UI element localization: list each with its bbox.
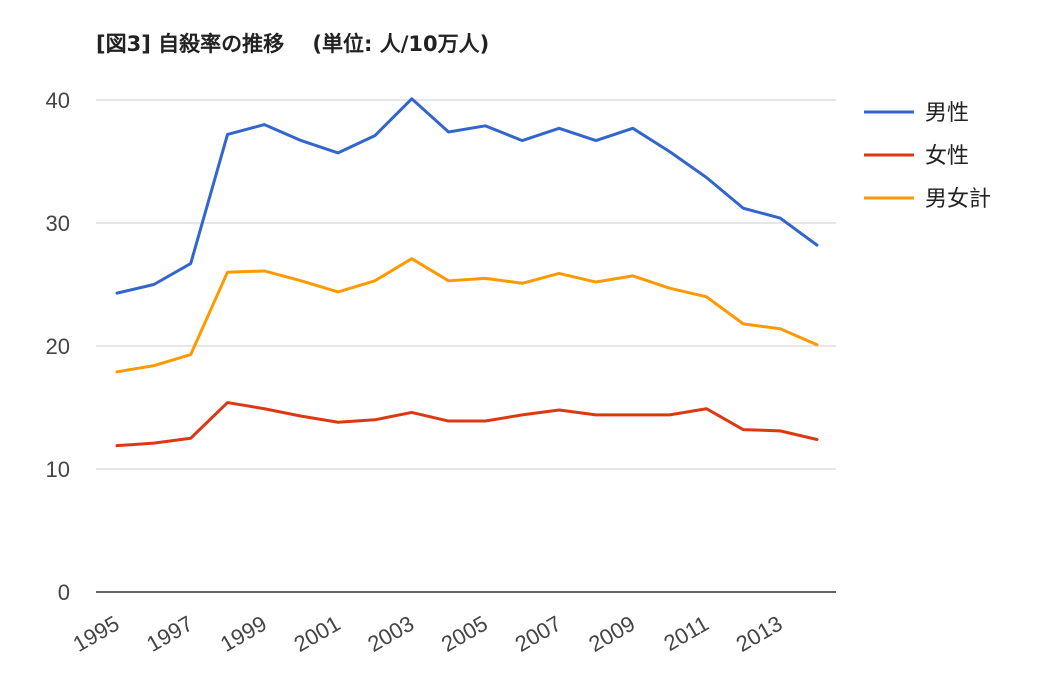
x-tick-label: 2003	[363, 611, 418, 657]
x-tick-label: 2011	[659, 611, 712, 656]
x-tick-label: 2001	[290, 611, 345, 657]
x-tick-label: 2013	[732, 611, 787, 657]
x-tick-label: 1995	[69, 611, 124, 657]
y-tick-label: 30	[46, 211, 70, 236]
y-tick-label: 40	[46, 88, 70, 113]
legend-label: 男女計	[925, 187, 991, 212]
series-line-3	[115, 257, 819, 374]
series-line-2	[115, 401, 819, 448]
chart-title: [図3] 自殺率の推移 (単位: 人/10万人)	[96, 32, 490, 56]
series-line-1	[115, 97, 819, 295]
legend-label: 男性	[925, 101, 969, 126]
y-axis-ticks: 0 10 20 30 40	[46, 88, 70, 605]
grid-lines	[96, 99, 836, 593]
series-lines	[115, 97, 819, 448]
y-tick-label: 0	[58, 580, 70, 605]
y-tick-label: 20	[46, 334, 70, 359]
y-tick-label: 10	[46, 457, 70, 482]
x-tick-label: 2009	[584, 611, 639, 657]
legend-label: 女性	[925, 144, 969, 169]
x-tick-label: 2005	[437, 611, 492, 657]
x-tick-label: 1999	[216, 611, 271, 657]
x-tick-label: 1997	[142, 611, 197, 657]
x-axis-ticks: 1995 1997 1999 2001 2003 2005 2007 2009 2011 2013	[69, 611, 787, 657]
x-tick-label: 2007	[511, 611, 566, 657]
